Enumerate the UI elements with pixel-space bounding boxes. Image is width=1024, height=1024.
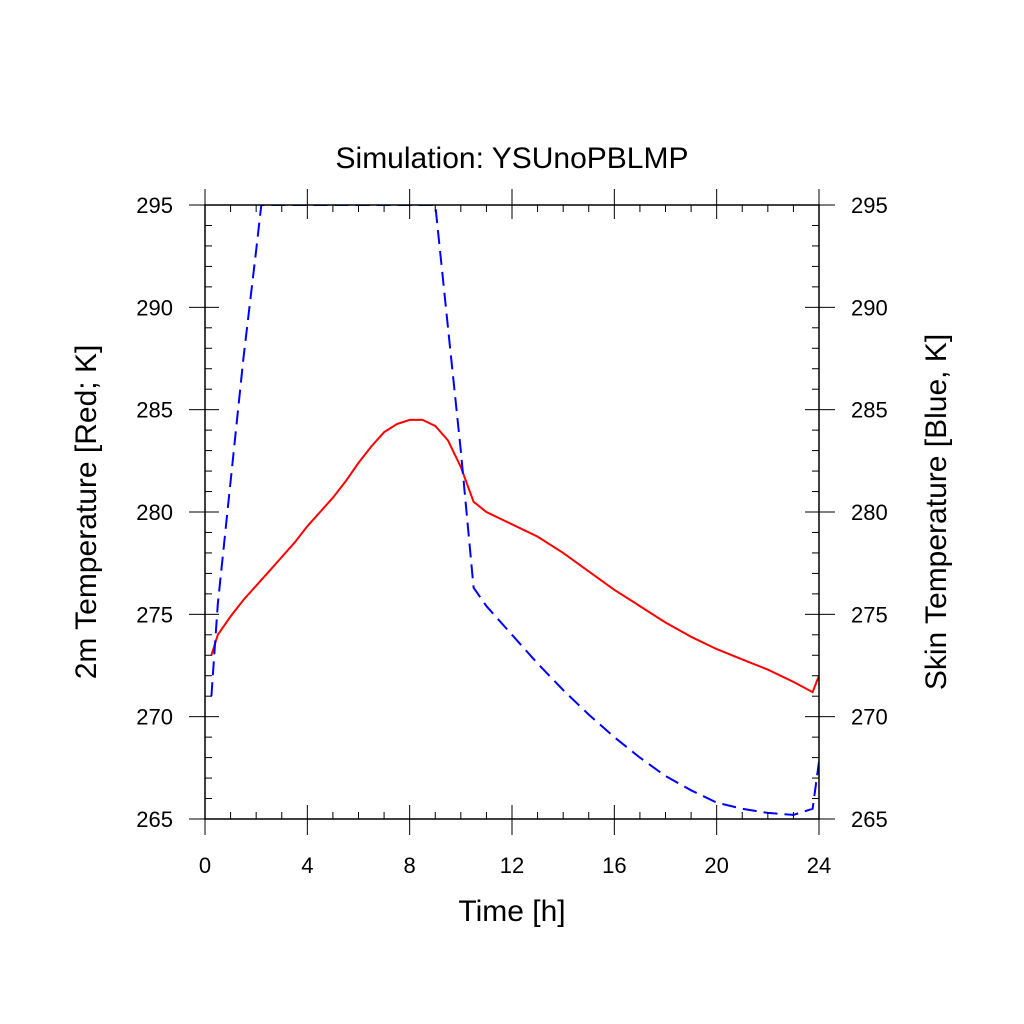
left-y-tick-label: 275	[136, 602, 173, 627]
tick-marks	[189, 189, 835, 835]
x-tick-label: 24	[807, 853, 831, 878]
x-tick-label: 20	[704, 853, 728, 878]
left-y-tick-label: 285	[136, 398, 173, 423]
left-y-tick-label: 295	[136, 193, 173, 218]
x-axis-title: Time [h]	[458, 895, 565, 928]
x-tick-label: 12	[500, 853, 524, 878]
right-y-tick-label: 295	[851, 193, 888, 218]
tick-labels: 0 4 8 12 16 20 24 265 265 270 270 275 275 280 280 285 28…	[136, 193, 887, 878]
left-y-tick-label: 290	[136, 295, 173, 320]
t2m-line	[210, 418, 819, 694]
left-y-tick-label: 265	[136, 807, 173, 832]
x-tick-label: 4	[301, 853, 313, 878]
right-y-tick-label: 265	[851, 807, 888, 832]
x-tick-label: 8	[404, 853, 416, 878]
left-y-tick-label: 270	[136, 705, 173, 730]
skin-temp-line	[210, 205, 819, 816]
x-tick-label: 16	[602, 853, 626, 878]
plot-frame	[204, 204, 820, 820]
chart-title: Simulation: YSUnoPBLMP	[336, 142, 689, 175]
right-y-axis-title: Skin Temperature [Blue, K]	[920, 334, 953, 690]
right-y-tick-label: 270	[851, 705, 888, 730]
left-y-tick-label: 280	[136, 500, 173, 525]
left-y-axis-title: 2m Temperature [Red; K]	[70, 345, 103, 680]
right-y-tick-label: 275	[851, 602, 888, 627]
x-tick-label: 0	[199, 853, 211, 878]
right-y-tick-label: 285	[851, 398, 888, 423]
right-y-tick-label: 290	[851, 295, 888, 320]
plot-area	[210, 205, 819, 816]
right-y-tick-label: 280	[851, 500, 888, 525]
